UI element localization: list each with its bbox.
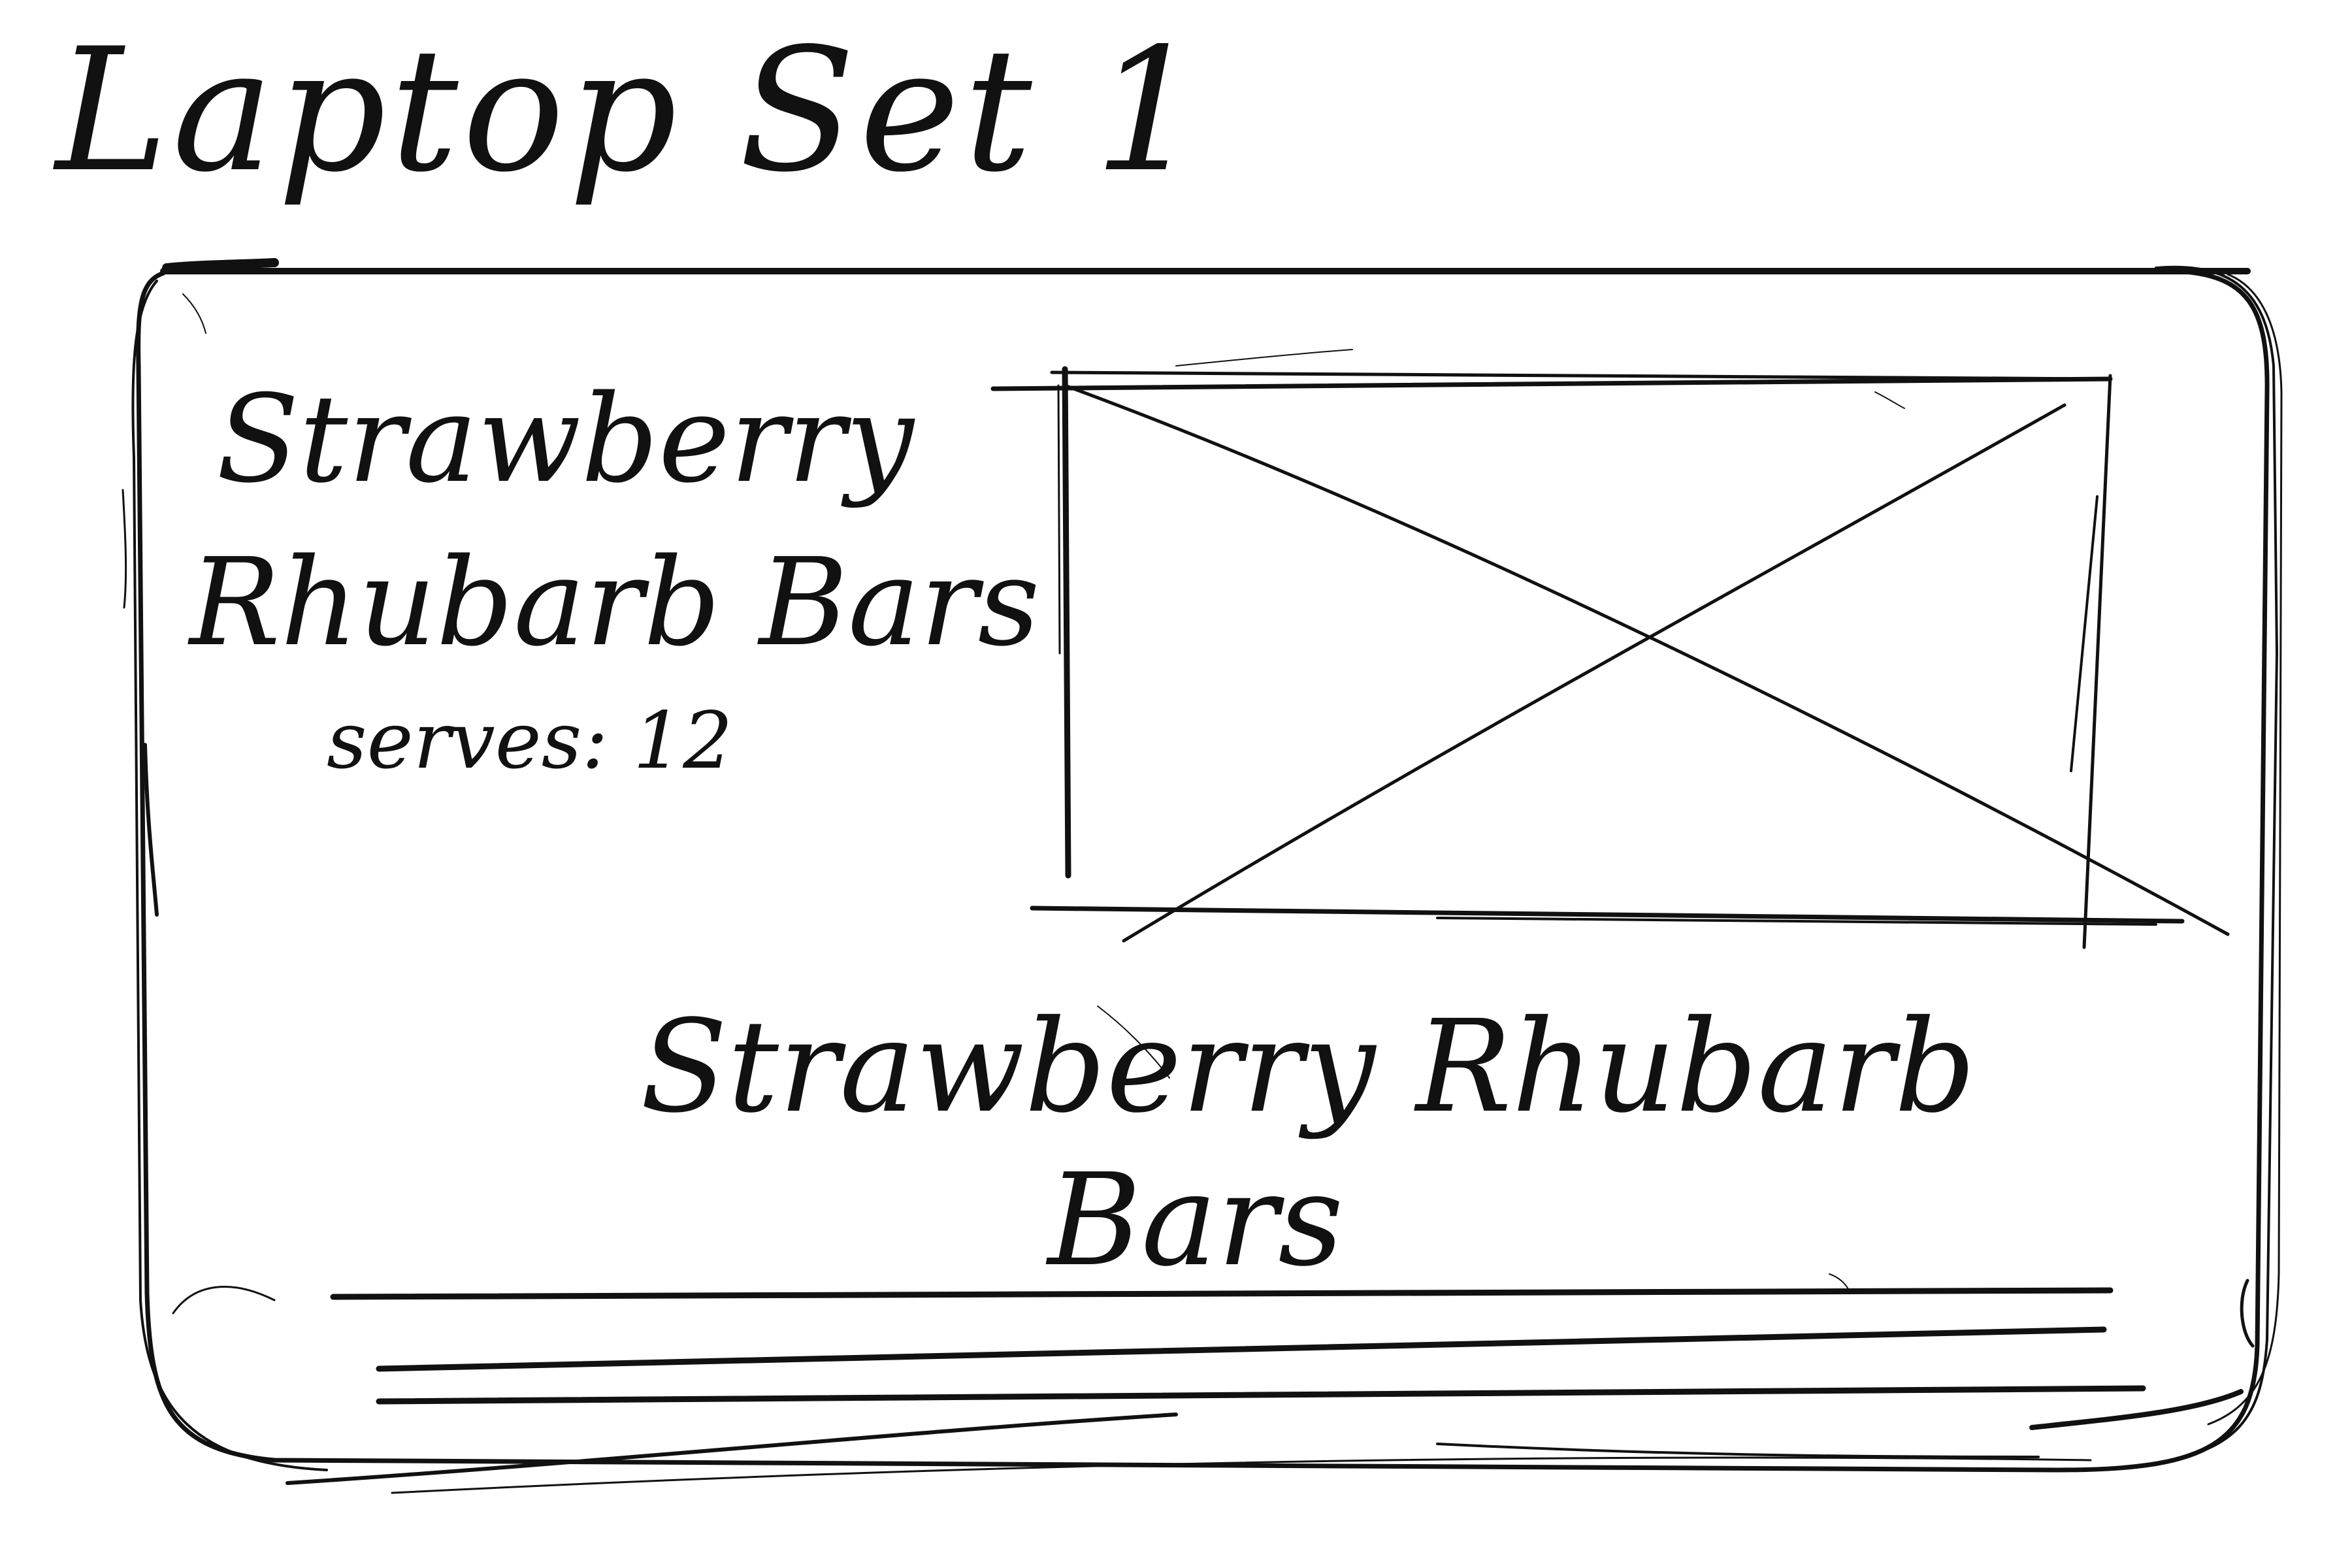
hero-title-line-1: Strawberry bbox=[216, 368, 914, 510]
body-text-lines bbox=[330, 1287, 2146, 1405]
hero-title-line-2: Rhubarb Bars bbox=[189, 532, 1040, 673]
image-placeholder bbox=[990, 349, 2230, 949]
serves-label: serves: 12 bbox=[327, 696, 733, 787]
text-line bbox=[330, 1287, 2114, 1300]
laptop-frame bbox=[122, 258, 2283, 1494]
content-title-line-1: Strawberry Rhubarb bbox=[640, 992, 1976, 1141]
stray-marks bbox=[1097, 391, 1905, 1291]
text-line bbox=[376, 1385, 2146, 1405]
content-title-line-2: Bars bbox=[1047, 1146, 1344, 1294]
sheet-title: Laptop Set 1 bbox=[56, 12, 1206, 210]
text-line bbox=[376, 1326, 2107, 1372]
